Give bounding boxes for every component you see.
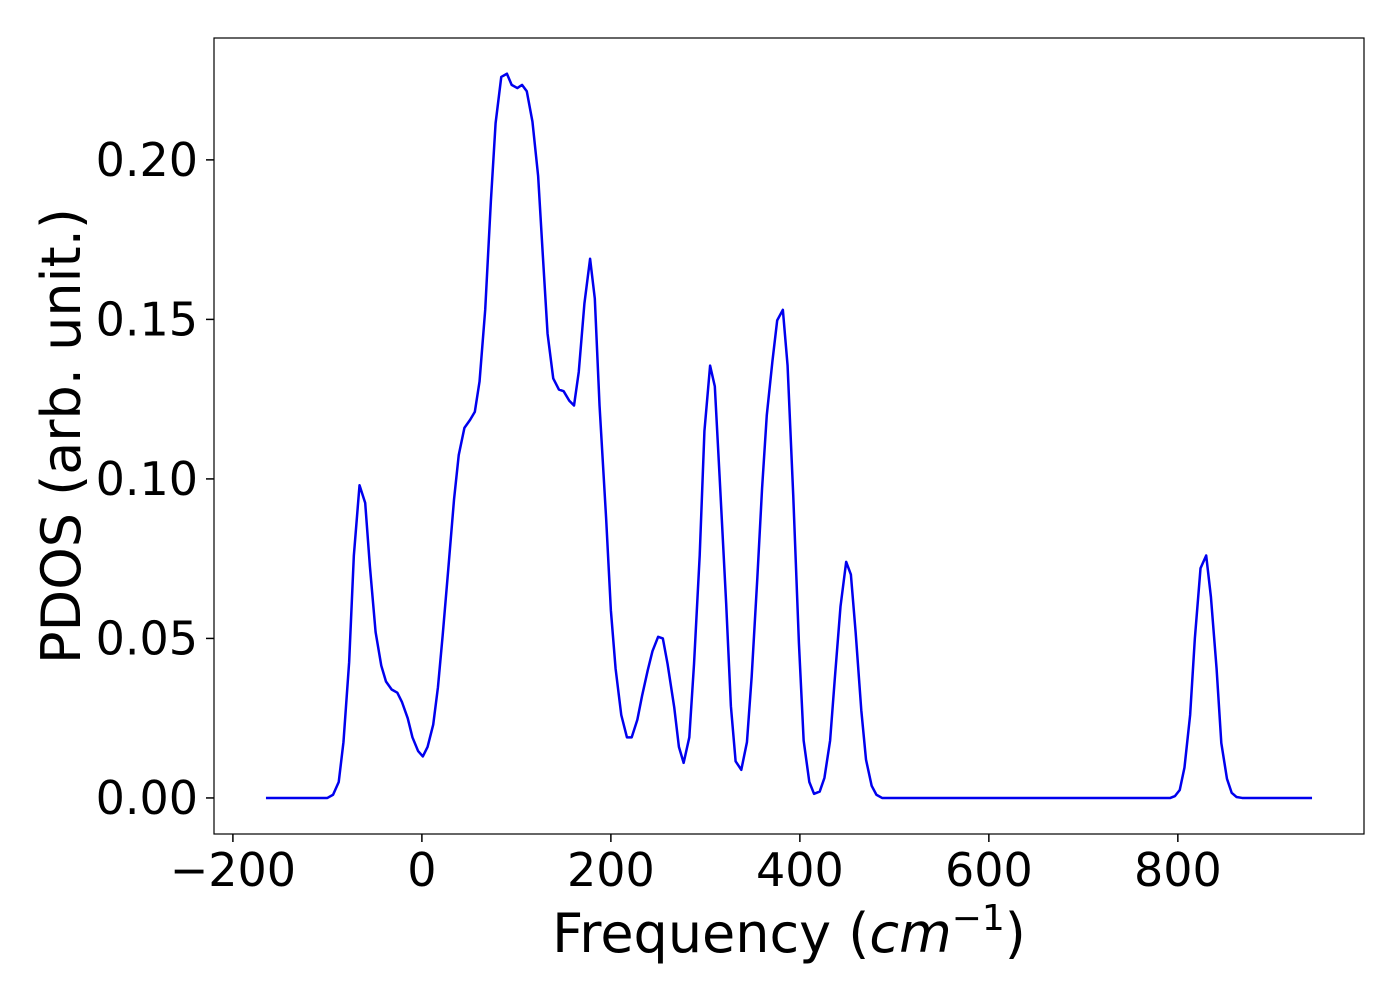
y-axis-label: PDOS (arb. unit.) xyxy=(30,208,93,664)
x-tick-label: 0 xyxy=(407,843,436,897)
y-tick-label: 0.05 xyxy=(96,611,198,665)
y-tick-label: 0.15 xyxy=(96,292,198,346)
y-tick-label: 0.00 xyxy=(96,771,198,825)
x-tick-label: −200 xyxy=(170,843,296,897)
y-tick-label: 0.10 xyxy=(96,452,198,506)
x-tick-label: 600 xyxy=(945,843,1033,897)
y-tick-label: 0.20 xyxy=(96,133,198,187)
plot-frame xyxy=(213,37,1365,835)
data-line xyxy=(265,72,1313,800)
x-tick-label: 400 xyxy=(756,843,844,897)
x-axis-label: Frequency (cm−1) xyxy=(552,898,1026,965)
x-tick-label: 200 xyxy=(567,843,655,897)
x-tick-label: 800 xyxy=(1134,843,1222,897)
